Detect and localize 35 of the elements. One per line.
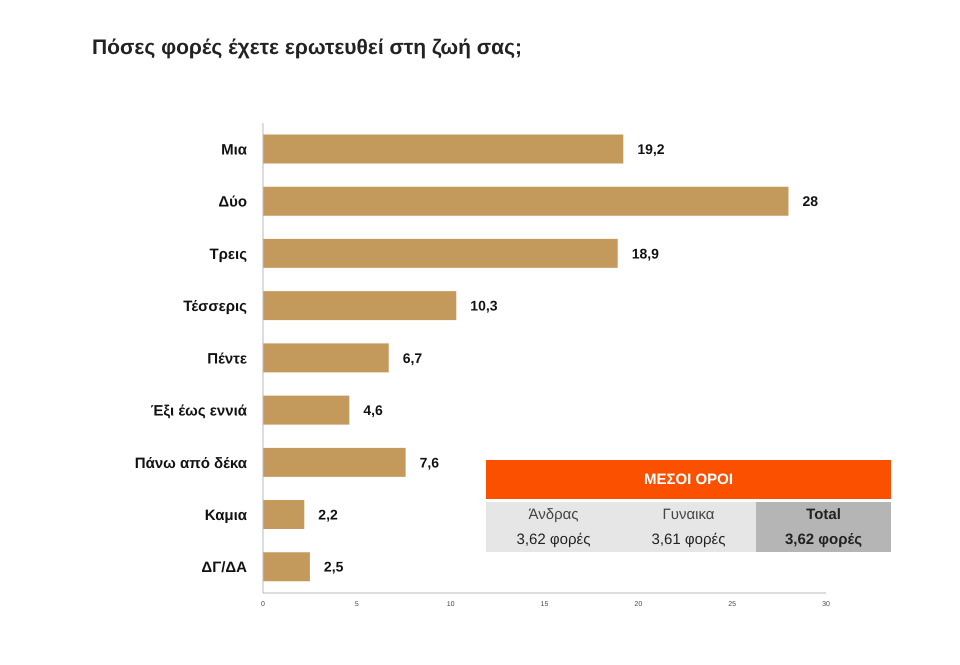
data-label: 2,2 [318, 506, 338, 523]
data-label: 18,9 [632, 245, 660, 262]
bar [263, 343, 389, 372]
data-label: 2,5 [324, 558, 344, 575]
bar [263, 238, 618, 268]
data-label: 19,2 [637, 140, 665, 157]
data-label: 6,7 [402, 350, 422, 366]
bar [263, 500, 304, 530]
y-tick-label: Πέντε [207, 350, 247, 368]
annotation: ΜΕΣΟΙ ΟΡΟΙ [486, 460, 891, 499]
y-tick-label: Έξι έως εννιά [150, 402, 248, 420]
data-label: 4,6 [363, 402, 383, 418]
annotation: Άνδρας [486, 502, 621, 527]
y-tick-label: Καμια [204, 506, 248, 524]
data-label: 7,6 [420, 454, 440, 470]
y-tick-label: ΔΓ/ΔΑ [201, 559, 248, 576]
bar [263, 552, 310, 582]
bar [263, 186, 788, 216]
data-label: 10,3 [470, 298, 498, 314]
bar [263, 291, 456, 320]
annotation: 3,62 φορές [756, 527, 891, 552]
bar [263, 134, 624, 164]
y-tick-label: Τέσσερις [183, 298, 248, 316]
bar [263, 396, 350, 425]
data-label: 28 [802, 193, 818, 210]
chart-title: Πόσες φορές έχετε ερωτευθεί στη ζωή σας; [92, 36, 522, 60]
annotation: Γυναικα [621, 502, 756, 527]
y-tick-label: Πάνω από δέκα [134, 454, 248, 472]
annotation: 3,62 φορές [486, 527, 621, 552]
y-tick-label: Τρεις [209, 246, 248, 263]
bar [263, 448, 406, 477]
annotation: 3,61 φορές [621, 527, 756, 552]
annotation: Total [756, 502, 891, 527]
y-tick-label: Δύο [218, 194, 247, 211]
y-tick-label: Μια [221, 141, 248, 158]
